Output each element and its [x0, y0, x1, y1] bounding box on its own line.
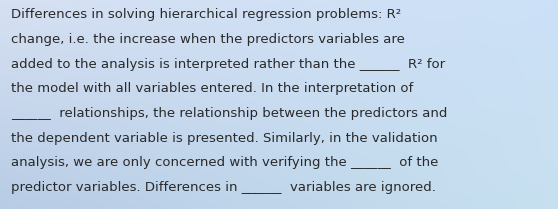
Text: added to the analysis is interpreted rather than the ______  R² for: added to the analysis is interpreted rat…	[11, 58, 445, 71]
Text: Differences in solving hierarchical regression problems: R²: Differences in solving hierarchical regr…	[11, 8, 401, 21]
Text: ______  relationships, the relationship between the predictors and: ______ relationships, the relationship b…	[11, 107, 448, 120]
Text: analysis, we are only concerned with verifying the ______  of the: analysis, we are only concerned with ver…	[11, 156, 439, 169]
Text: change, i.e. the increase when the predictors variables are: change, i.e. the increase when the predi…	[11, 33, 405, 46]
Text: the model with all variables entered. In the interpretation of: the model with all variables entered. In…	[11, 82, 413, 95]
Text: the dependent variable is presented. Similarly, in the validation: the dependent variable is presented. Sim…	[11, 132, 438, 145]
Text: predictor variables. Differences in ______  variables are ignored.: predictor variables. Differences in ____…	[11, 181, 436, 194]
